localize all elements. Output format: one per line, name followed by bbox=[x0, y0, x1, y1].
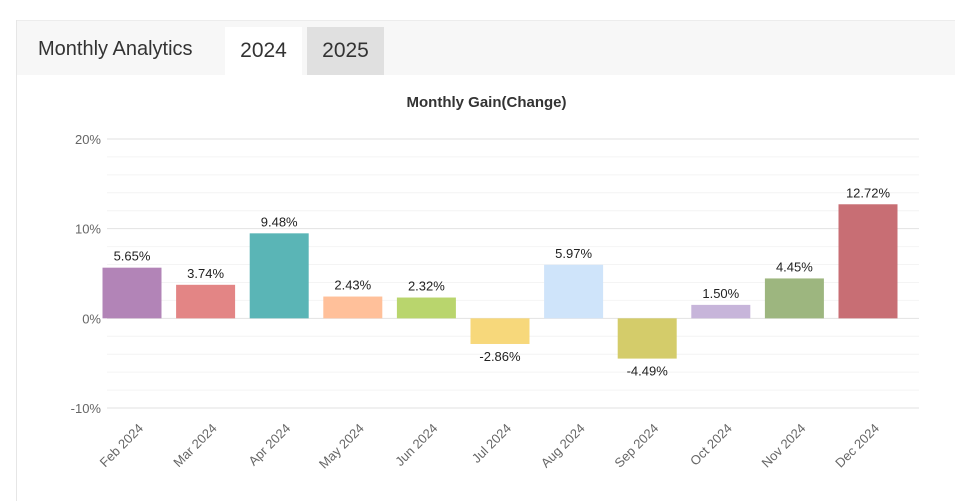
bar bbox=[691, 304, 751, 319]
panel-title: Monthly Analytics bbox=[38, 38, 193, 60]
x-tick-label: May 2024 bbox=[316, 421, 367, 472]
analytics-panel: Monthly Analytics 2024 2025 Monthly Gain… bbox=[16, 20, 955, 501]
bar bbox=[176, 284, 236, 319]
data-label: -2.86% bbox=[479, 349, 521, 364]
bar bbox=[102, 267, 162, 319]
data-label: 1.50% bbox=[702, 286, 739, 301]
x-tick-label: Jul 2024 bbox=[469, 421, 514, 466]
bar-chart: -10% 0% 10% 20% 5.65% Feb 2024 3.74% Mar 2024 9.… bbox=[71, 132, 919, 472]
chart-title: Monthly Gain(Change) bbox=[406, 94, 567, 111]
x-tick-label: Mar 2024 bbox=[170, 421, 219, 470]
bar bbox=[544, 264, 604, 319]
x-tick-label: Jun 2024 bbox=[392, 421, 440, 469]
y-tick-label: -10% bbox=[71, 401, 102, 416]
y-tick-label: 0% bbox=[82, 311, 101, 326]
bar bbox=[470, 318, 530, 344]
x-tick-label: Aug 2024 bbox=[538, 421, 588, 471]
data-label: 9.48% bbox=[261, 214, 298, 229]
bar bbox=[764, 278, 824, 319]
bar bbox=[617, 318, 677, 359]
y-tick-label: 10% bbox=[75, 222, 101, 237]
data-label: 2.43% bbox=[334, 278, 371, 293]
data-label: 2.32% bbox=[408, 279, 445, 294]
data-label: -4.49% bbox=[627, 364, 669, 379]
data-label: 12.72% bbox=[846, 185, 891, 200]
data-label: 5.97% bbox=[555, 246, 592, 261]
data-label: 5.65% bbox=[114, 249, 151, 264]
bar bbox=[249, 233, 309, 319]
x-tick-label: Sep 2024 bbox=[611, 421, 661, 471]
tab-2024[interactable]: 2024 bbox=[225, 27, 302, 75]
bar bbox=[323, 296, 383, 319]
bar bbox=[396, 297, 456, 319]
x-tick-label: Feb 2024 bbox=[97, 421, 146, 470]
x-tick-label: Oct 2024 bbox=[687, 421, 735, 469]
tab-2025[interactable]: 2025 bbox=[307, 27, 384, 75]
x-tick-label: Dec 2024 bbox=[832, 421, 882, 471]
bar bbox=[838, 204, 898, 319]
x-tick-label: Apr 2024 bbox=[245, 421, 293, 469]
y-tick-label: 20% bbox=[75, 132, 101, 147]
data-label: 3.74% bbox=[187, 266, 224, 281]
x-tick-label: Nov 2024 bbox=[759, 421, 809, 471]
panel-header: Monthly Analytics 2024 2025 bbox=[17, 20, 955, 75]
data-label: 4.45% bbox=[776, 259, 813, 274]
